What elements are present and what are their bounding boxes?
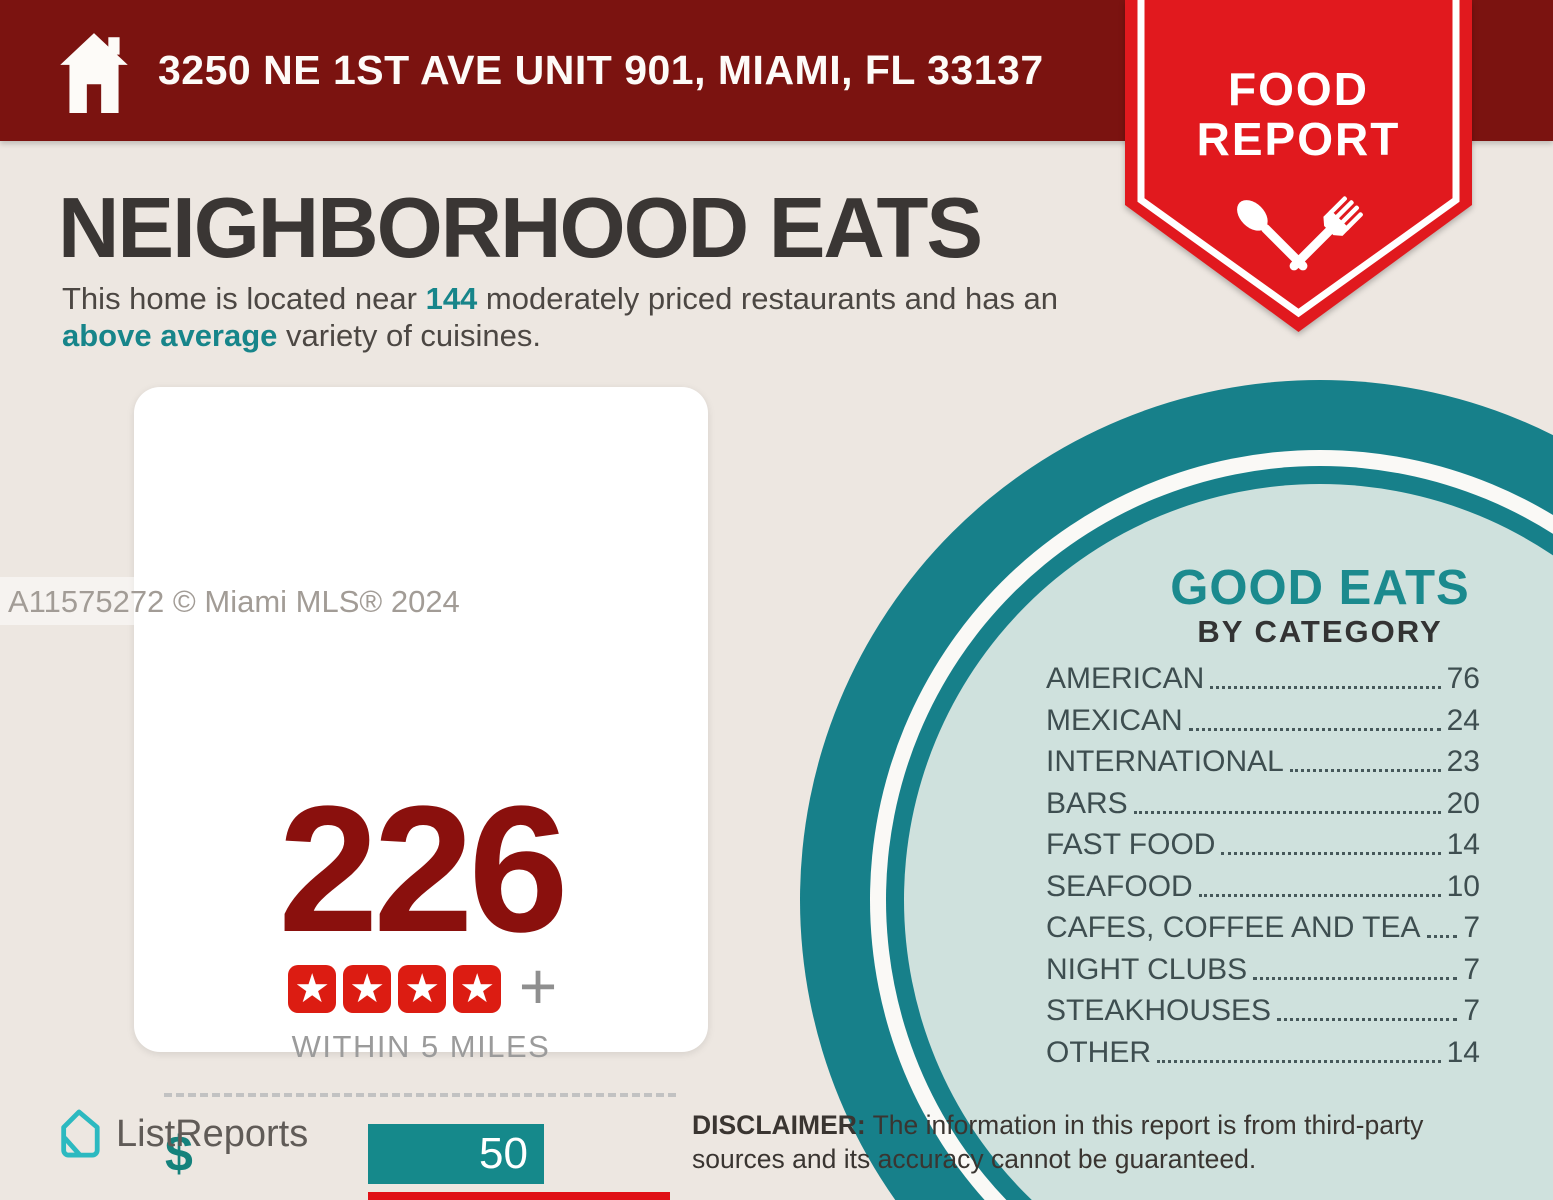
category-list: AMERICAN 76 MEXICAN 24 INTERNATIONAL 23 BAR… [1046, 662, 1480, 1081]
price-label: $$ [165, 1193, 368, 1200]
category-row: BARS 20 [1046, 787, 1480, 821]
category-label: CAFES, COFFEE AND TEA [1046, 911, 1421, 944]
disclaimer-label: DISCLAIMER: [692, 1110, 866, 1140]
category-label: STEAKHOUSES [1046, 994, 1272, 1027]
dot-leader [1133, 810, 1441, 814]
category-row: FAST FOOD 14 [1046, 828, 1480, 862]
subtitle-text-1: This home is located near [62, 281, 426, 316]
dot-leader [1198, 893, 1441, 897]
dot-leader [1426, 935, 1458, 938]
category-value: 14 [1446, 828, 1480, 861]
disclaimer: DISCLAIMER: The information in this repo… [692, 1108, 1507, 1176]
bar-row: $$ 94 [165, 1192, 708, 1200]
bar: 50 [368, 1124, 544, 1184]
variety-rating: above average [62, 318, 278, 353]
listreports-wordmark: ListReports [116, 1112, 309, 1155]
star-icon: ★ [398, 965, 447, 1013]
star-icon: ★ [288, 965, 337, 1013]
category-value: 7 [1463, 952, 1480, 986]
rating-row: ★ ★ ★ ★ + [134, 949, 708, 1023]
category-value: 14 [1446, 1035, 1480, 1069]
stats-card-content: 226 ★ ★ ★ ★ + WITHIN 5 MILES $ 50 $$ 94 … [134, 387, 708, 1200]
subtitle-text-3: variety of cuisines. [277, 318, 542, 353]
category-row: STEAKHOUSES 7 [1046, 994, 1480, 1028]
bar-row: $ 50 [165, 1124, 708, 1184]
badge-line2: REPORT [1197, 113, 1401, 165]
category-label: BARS [1046, 786, 1128, 820]
category-label: SEAFOOD [1046, 869, 1193, 903]
category-row: NIGHT CLUBS 7 [1046, 953, 1480, 987]
dot-leader [1157, 1059, 1441, 1063]
dot-leader [1210, 686, 1441, 689]
category-label: NIGHT CLUBS [1046, 952, 1248, 986]
category-row: CAFES, COFFEE AND TEA 7 [1046, 911, 1480, 945]
listreports-logo: ListReports [56, 1108, 308, 1160]
dot-leader [1188, 727, 1441, 731]
page-subtitle: This home is located near 144 moderately… [62, 280, 1102, 354]
listreports-icon [61, 1109, 100, 1158]
mls-watermark: A11575272 © Miami MLS® 2024 [8, 584, 460, 619]
subtitle-text-2: moderately priced restaurants and has an [477, 281, 1059, 316]
food-report-badge: FOOD REPORT [1125, 0, 1472, 332]
plus-icon: + [518, 949, 558, 1023]
disclaimer-text: The information in this report is from t… [692, 1110, 1424, 1174]
property-address: 3250 NE 1ST AVE UNIT 901, MIAMI, FL 3313… [158, 47, 1044, 93]
price-label: $ [165, 1126, 193, 1182]
dashed-divider [164, 1093, 676, 1097]
price-bar-chart: $ 50 $$ 94 $$$ 40 $$$$ 31 [165, 1124, 708, 1200]
star-icon: ★ [453, 965, 502, 1013]
category-row: SEAFOOD 10 [1046, 870, 1480, 904]
category-row: OTHER 14 [1046, 1036, 1480, 1070]
category-value: 23 [1446, 745, 1480, 778]
restaurant-count: 144 [425, 281, 478, 316]
dot-leader [1253, 976, 1458, 980]
stats-card [134, 387, 708, 1052]
category-label: AMERICAN [1046, 662, 1205, 695]
category-label: INTERNATIONAL [1046, 745, 1284, 778]
bar: 94 [368, 1192, 670, 1200]
dot-leader [1277, 1018, 1458, 1021]
spoon-fork-icon [1237, 196, 1363, 271]
home-icon [60, 32, 128, 113]
badge-line1: FOOD [1228, 63, 1369, 115]
category-row: MEXICAN 24 [1046, 704, 1480, 738]
category-value: 76 [1446, 662, 1480, 695]
category-value: 7 [1463, 911, 1480, 944]
star-icon: ★ [343, 965, 392, 1013]
good-eats-title: GOOD EATS [1170, 561, 1470, 615]
category-value: 24 [1446, 703, 1480, 737]
dot-leader [1221, 852, 1441, 855]
category-label: OTHER [1046, 1035, 1151, 1069]
total-restaurants: 226 [278, 769, 568, 970]
category-label: FAST FOOD [1046, 828, 1216, 861]
watermark-backdrop [0, 577, 392, 625]
category-value: 10 [1446, 869, 1480, 903]
category-value: 7 [1463, 994, 1480, 1027]
good-eats-subtitle: BY CATEGORY [1197, 614, 1443, 649]
radius-caption: WITHIN 5 MILES [291, 1029, 551, 1064]
category-label: MEXICAN [1046, 703, 1183, 737]
category-row: INTERNATIONAL 23 [1046, 745, 1480, 779]
dot-leader [1289, 769, 1441, 772]
page-title: NEIGHBORHOOD EATS [58, 181, 983, 276]
category-value: 20 [1446, 786, 1480, 820]
category-row: AMERICAN 76 [1046, 662, 1480, 696]
